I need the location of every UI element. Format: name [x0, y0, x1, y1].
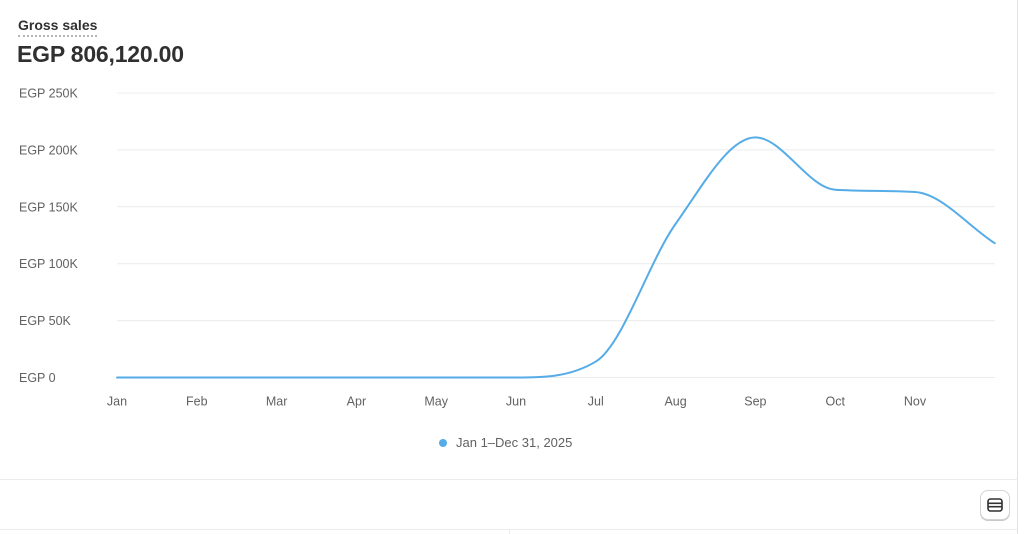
series-layer [116, 136, 996, 379]
x-tick-label: Mar [266, 395, 288, 409]
y-tick-label: EGP 0 [19, 371, 56, 385]
divider [509, 529, 510, 534]
x-tick-label: Oct [825, 395, 845, 409]
y-tick-label: EGP 100K [19, 257, 79, 271]
table-view-button[interactable] [980, 490, 1010, 520]
y-tick-label: EGP 200K [19, 143, 79, 157]
x-axis-ticks: Jan Feb Mar Apr May Jun Jul Aug Sep Oct Nov [107, 395, 927, 409]
y-tick-label: EGP 250K [19, 87, 79, 101]
divider [0, 479, 1018, 480]
table-icon [987, 498, 1003, 512]
series-line [116, 136, 996, 379]
gridlines [117, 92, 995, 378]
metric-title[interactable]: Gross sales [18, 17, 98, 37]
x-tick-label: May [424, 395, 448, 409]
metric-value: EGP 806,120.00 [17, 41, 184, 67]
line-chart: EGP 0 EGP 50K EGP 100K EGP 150K EGP 200K EGP … [19, 87, 996, 409]
x-tick-label: Jun [506, 395, 526, 409]
x-tick-label: Sep [744, 395, 766, 409]
y-tick-label: EGP 150K [19, 200, 79, 214]
y-axis-ticks: EGP 0 EGP 50K EGP 100K EGP 150K EGP 200K EGP … [19, 87, 79, 386]
x-tick-label: Apr [347, 395, 366, 409]
legend-swatch [439, 438, 447, 447]
chart-legend[interactable]: Jan 1–Dec 31, 2025 [439, 435, 572, 450]
x-tick-label: Jan [107, 395, 127, 409]
y-tick-label: EGP 50K [19, 314, 72, 328]
x-tick-label: Feb [186, 395, 208, 409]
x-tick-label: Aug [664, 395, 686, 409]
legend-label: Jan 1–Dec 31, 2025 [456, 435, 573, 450]
x-tick-label: Nov [904, 395, 927, 409]
x-tick-label: Jul [588, 395, 604, 409]
